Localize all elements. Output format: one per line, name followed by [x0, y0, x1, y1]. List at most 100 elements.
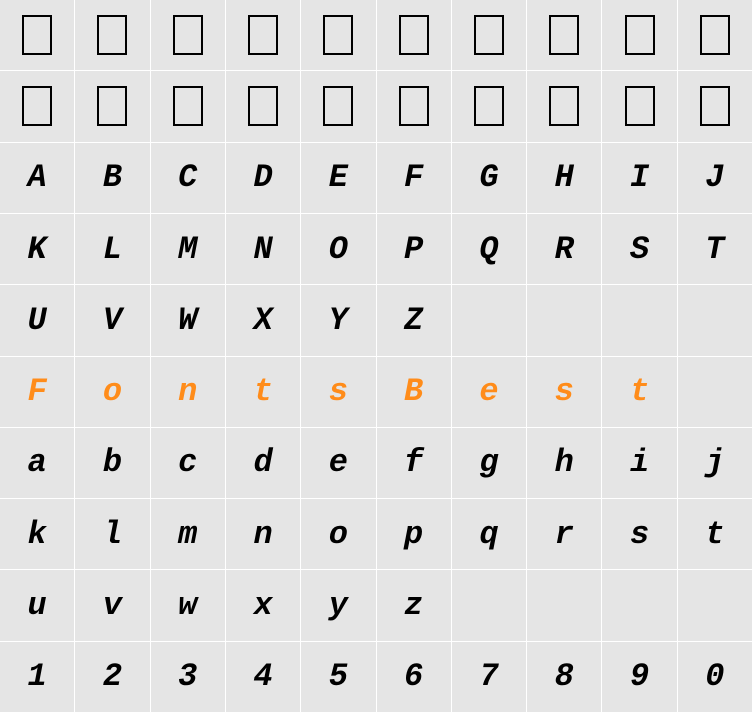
glyph-cell: M	[151, 214, 225, 284]
glyph-cell: F	[377, 143, 451, 213]
glyph-char: B	[103, 159, 122, 196]
glyph-cell: A	[0, 143, 74, 213]
glyph-char: S	[630, 231, 649, 268]
placeholder-glyph-icon	[625, 86, 655, 126]
glyph-char: R	[555, 231, 574, 268]
glyph-char: 6	[404, 658, 423, 695]
glyph-char: 2	[103, 658, 122, 695]
glyph-cell: V	[75, 285, 149, 355]
glyph-cell: N	[226, 214, 300, 284]
glyph-cell: r	[527, 499, 601, 569]
glyph-cell: n	[151, 357, 225, 427]
glyph-cell: y	[301, 570, 375, 640]
glyph-char: o	[329, 516, 348, 553]
glyph-cell: 3	[151, 642, 225, 712]
placeholder-glyph-icon	[323, 86, 353, 126]
glyph-cell: x	[226, 570, 300, 640]
glyph-char: Y	[329, 302, 348, 339]
glyph-char: s	[630, 516, 649, 553]
glyph-char: A	[28, 159, 47, 196]
glyph-cell: 6	[377, 642, 451, 712]
glyph-char: H	[555, 159, 574, 196]
placeholder-glyph-icon	[173, 86, 203, 126]
glyph-cell: t	[678, 499, 752, 569]
glyph-cell: 4	[226, 642, 300, 712]
glyph-char: J	[705, 159, 724, 196]
placeholder-glyph-icon	[97, 86, 127, 126]
glyph-cell: q	[452, 499, 526, 569]
placeholder-glyph-icon	[173, 15, 203, 55]
glyph-cell: s	[527, 357, 601, 427]
glyph-cell: 7	[452, 642, 526, 712]
glyph-cell: t	[226, 357, 300, 427]
glyph-cell: D	[226, 143, 300, 213]
glyph-cell: a	[0, 428, 74, 498]
glyph-cell: K	[0, 214, 74, 284]
glyph-cell: s	[301, 357, 375, 427]
glyph-char: 1	[28, 658, 47, 695]
glyph-char: N	[253, 231, 272, 268]
placeholder-glyph-icon	[399, 15, 429, 55]
glyph-cell: Y	[301, 285, 375, 355]
placeholder-glyph-icon	[625, 15, 655, 55]
character-map-grid: ABCDEFGHIJKLMNOPQRSTUVWXYZFontsBestabcde…	[0, 0, 752, 712]
glyph-cell	[301, 0, 375, 70]
glyph-char: T	[705, 231, 724, 268]
glyph-cell	[75, 0, 149, 70]
glyph-char: F	[28, 373, 47, 410]
glyph-cell: P	[377, 214, 451, 284]
glyph-char: G	[479, 159, 498, 196]
placeholder-glyph-icon	[248, 15, 278, 55]
glyph-cell	[377, 71, 451, 141]
glyph-char: p	[404, 516, 423, 553]
glyph-cell	[602, 570, 676, 640]
glyph-char: K	[28, 231, 47, 268]
glyph-cell	[452, 570, 526, 640]
glyph-cell: Q	[452, 214, 526, 284]
glyph-cell: g	[452, 428, 526, 498]
glyph-char: h	[555, 444, 574, 481]
glyph-cell	[527, 570, 601, 640]
glyph-cell: 8	[527, 642, 601, 712]
glyph-cell: l	[75, 499, 149, 569]
glyph-cell: X	[226, 285, 300, 355]
glyph-cell: v	[75, 570, 149, 640]
glyph-char: k	[28, 516, 47, 553]
glyph-cell: 2	[75, 642, 149, 712]
glyph-char: 9	[630, 658, 649, 695]
glyph-char: i	[630, 444, 649, 481]
glyph-cell	[151, 0, 225, 70]
glyph-cell: H	[527, 143, 601, 213]
glyph-cell: p	[377, 499, 451, 569]
placeholder-glyph-icon	[97, 15, 127, 55]
glyph-char: O	[329, 231, 348, 268]
glyph-cell: 0	[678, 642, 752, 712]
glyph-cell: t	[602, 357, 676, 427]
glyph-cell: z	[377, 570, 451, 640]
glyph-char: P	[404, 231, 423, 268]
glyph-cell: e	[301, 428, 375, 498]
glyph-char: M	[178, 231, 197, 268]
placeholder-glyph-icon	[474, 15, 504, 55]
glyph-char: j	[705, 444, 724, 481]
glyph-cell: 5	[301, 642, 375, 712]
glyph-char: w	[178, 587, 197, 624]
glyph-char: Z	[404, 302, 423, 339]
glyph-char: t	[705, 516, 724, 553]
glyph-cell: h	[527, 428, 601, 498]
placeholder-glyph-icon	[700, 15, 730, 55]
glyph-char: t	[630, 373, 649, 410]
glyph-cell	[678, 285, 752, 355]
glyph-cell: e	[452, 357, 526, 427]
glyph-char: E	[329, 159, 348, 196]
glyph-cell: R	[527, 214, 601, 284]
glyph-cell	[602, 0, 676, 70]
glyph-char: L	[103, 231, 122, 268]
glyph-cell: O	[301, 214, 375, 284]
glyph-char: X	[253, 302, 272, 339]
glyph-cell	[602, 285, 676, 355]
glyph-cell: B	[75, 143, 149, 213]
glyph-char: e	[329, 444, 348, 481]
glyph-cell: f	[377, 428, 451, 498]
placeholder-glyph-icon	[549, 86, 579, 126]
